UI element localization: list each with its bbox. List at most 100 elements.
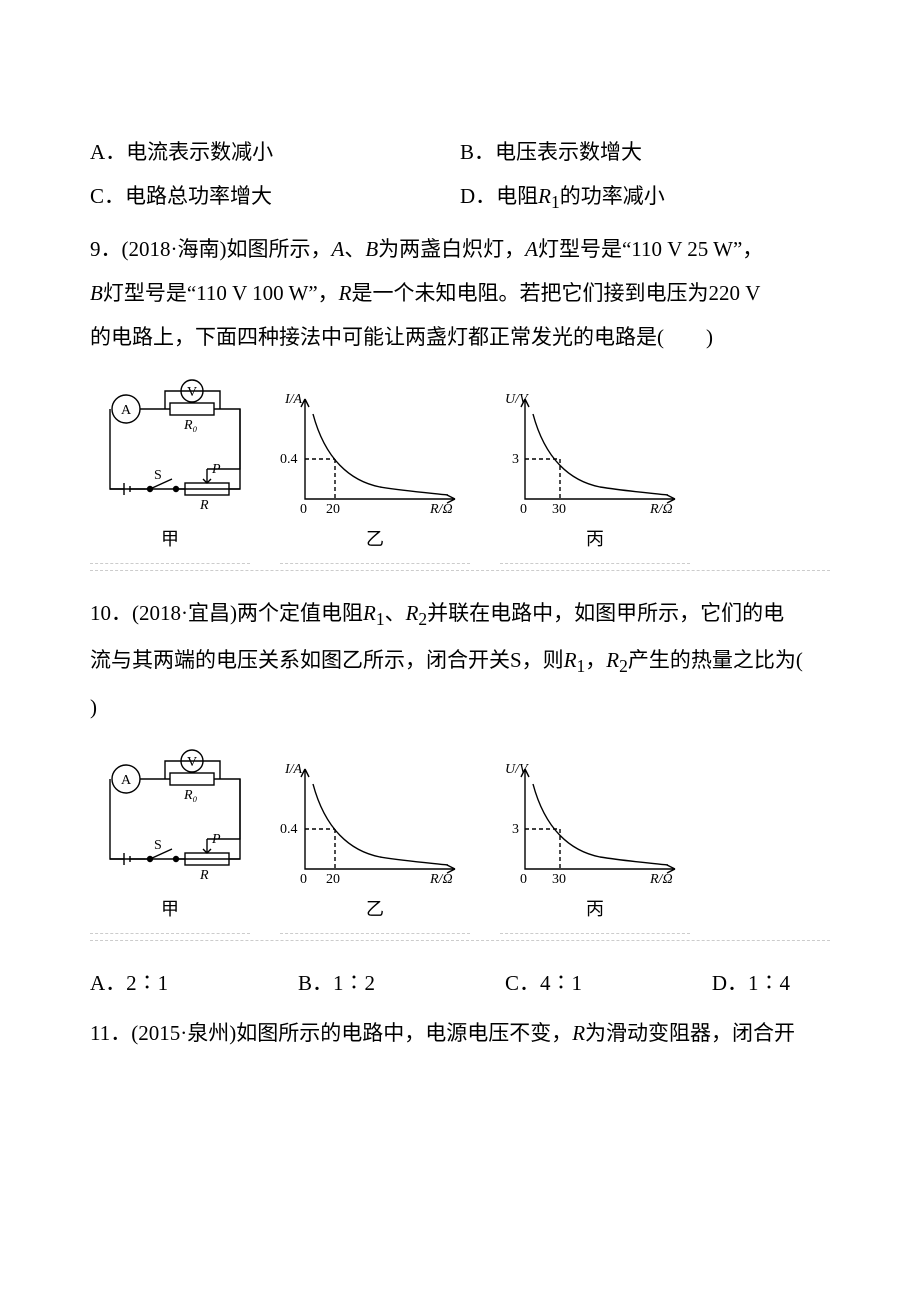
label-v2: V <box>187 755 197 770</box>
q8-d-post: 的功率减小 <box>560 184 665 208</box>
chart-u-ytick: 3 <box>512 452 519 467</box>
label-rr2: R <box>199 868 209 883</box>
chart-i-xlabel: R/Ω <box>429 502 453 517</box>
chart-u-xtick-2: 30 <box>552 872 566 887</box>
q10-option-b: B．1∶2 <box>298 961 375 1005</box>
chart-u-caption-1: 丙 <box>586 521 604 559</box>
label-r02: R₀ <box>183 788 198 803</box>
chart-u-ytick-2: 3 <box>512 822 519 837</box>
q9-sep1: 、 <box>344 237 365 261</box>
q10-l2b: 产生的热量之比为( <box>628 648 803 672</box>
chart-i-icon: I/A 0.4 0 20 R/Ω <box>280 389 470 519</box>
label-r: R <box>199 498 209 513</box>
q9-t1post: 为两盏白炽灯， <box>378 237 525 261</box>
chart-u-origin: 0 <box>520 502 527 517</box>
q10-r2b: R <box>606 648 619 672</box>
chart-u-xlabel-2: R/Ω <box>649 872 673 887</box>
q11-post: 为滑动变阻器，闭合开 <box>585 1021 795 1045</box>
q10-source: (2018·宜昌)两个定值电阻 <box>132 601 363 625</box>
chart-u-caption-2: 丙 <box>586 891 604 929</box>
q8-options-row1: A．电流表示数减小 B．电压表示数增大 <box>90 130 830 174</box>
label-p: P <box>211 462 221 477</box>
label-a2: A <box>121 773 132 788</box>
q10-line2: 流与其两端的电压关系如图乙所示，闭合开关S，则R1，R2产生的热量之比为( <box>90 638 830 685</box>
q9-number: 9． <box>90 237 122 261</box>
q9-var-b2: B <box>90 281 103 305</box>
q8-option-a: A．电流表示数减小 <box>90 130 420 174</box>
q11-stem: 11．(2015·泉州)如图所示的电路中，电源电压不变，R为滑动变阻器，闭合开 <box>90 1011 830 1055</box>
chart-u-ylabel-2: U/V <box>505 762 529 777</box>
chart-i-origin: 0 <box>300 502 307 517</box>
q8-option-b: B．电压表示数增大 <box>460 130 642 174</box>
circuit-diagram-icon-2: A V R₀ S P R <box>90 749 250 889</box>
q8-d-var: R <box>538 184 551 208</box>
q8-options-row2: C．电路总功率增大 D．电阻R1的功率减小 <box>90 174 830 221</box>
q9-var-a2: A <box>525 237 538 261</box>
q11-source: (2015·泉州)如图所示的电路中，电源电压不变， <box>131 1021 572 1045</box>
q10-l2a: 流与其两端的电压关系如图乙所示，闭合开关S，则 <box>90 648 564 672</box>
q10-option-c: C．4∶1 <box>505 961 582 1005</box>
chart-i-ytick-2: 0.4 <box>280 822 298 837</box>
circuit-fig-2: A V R₀ S P R 甲 <box>90 749 250 934</box>
q8-d-pre: D．电阻 <box>460 184 538 208</box>
chart-i-2: I/A 0.4 0 20 R/Ω 乙 <box>280 759 470 934</box>
label-s2: S <box>154 838 162 853</box>
circuit-caption-1: 甲 <box>161 521 179 559</box>
chart-i-xtick: 20 <box>326 502 340 517</box>
q9-line3: 的电路上，下面四种接法中可能让两盏灯都正常发光的电路是( ) <box>90 315 830 359</box>
chart-i-ytick: 0.4 <box>280 452 298 467</box>
chart-i-1: I/A 0.4 0 20 R/Ω 乙 <box>280 389 470 564</box>
q11-var-r: R <box>572 1021 585 1045</box>
q10-sub1: 1 <box>376 609 385 629</box>
chart-u-2: U/V 3 0 30 R/Ω 丙 <box>500 759 690 934</box>
label-r0: R₀ <box>183 418 198 433</box>
q9-l2end: 是一个未知电阻。若把它们接到电压为220 V <box>352 281 761 305</box>
label-a: A <box>121 403 132 418</box>
chart-i-xtick-2: 20 <box>326 872 340 887</box>
q9-t2post: 灯型号是“110 V 25 W”， <box>538 237 763 261</box>
q9-stem: 9．(2018·海南)如图所示，A、B为两盏白炽灯，A灯型号是“110 V 25… <box>90 227 830 271</box>
q10-stem: 10．(2018·宜昌)两个定值电阻R1、R2并联在电路中，如图甲所示，它们的电 <box>90 591 830 638</box>
chart-u-xlabel: R/Ω <box>649 502 673 517</box>
circuit-fig-1: A V R₀ S P R 甲 <box>90 379 250 564</box>
q10-option-d: D．1∶4 <box>712 961 790 1005</box>
chart-u-icon: U/V 3 0 30 R/Ω <box>500 389 690 519</box>
q9-source: (2018·海南)如图所示， <box>122 237 332 261</box>
q8-option-c: C．电路总功率增大 <box>90 174 420 221</box>
q10-r2: R <box>406 601 419 625</box>
chart-u-xtick: 30 <box>552 502 566 517</box>
q9-line2: B灯型号是“110 V 100 W”，R是一个未知电阻。若把它们接到电压为220… <box>90 271 830 315</box>
q11-number: 11． <box>90 1021 131 1045</box>
q10-sep: 、 <box>385 601 406 625</box>
chart-i-icon-2: I/A 0.4 0 20 R/Ω <box>280 759 470 889</box>
q10-number: 10． <box>90 601 132 625</box>
chart-i-caption-1: 乙 <box>366 521 384 559</box>
chart-u-origin-2: 0 <box>520 872 527 887</box>
chart-i-origin-2: 0 <box>300 872 307 887</box>
chart-u-1: U/V 3 0 30 R/Ω 丙 <box>500 389 690 564</box>
q10-figure-row: A V R₀ S P R 甲 I/A 0.4 0 <box>90 749 830 941</box>
q9-l2post: 灯型号是“110 V 100 W”， <box>103 281 339 305</box>
chart-u-icon-2: U/V 3 0 30 R/Ω <box>500 759 690 889</box>
chart-i-ylabel: I/A <box>284 392 303 407</box>
q10-option-a: A．2∶1 <box>90 961 168 1005</box>
q10-comma: ， <box>585 648 606 672</box>
label-p2: P <box>211 832 221 847</box>
q10-sub2b: 2 <box>619 656 628 676</box>
q10-line3: ) <box>90 685 830 729</box>
q9-var-a: A <box>331 237 344 261</box>
chart-u-ylabel: U/V <box>505 392 529 407</box>
q8-d-sub: 1 <box>551 192 560 212</box>
chart-i-ylabel-2: I/A <box>284 762 303 777</box>
circuit-diagram-icon: A V R₀ S P R <box>90 379 250 519</box>
q10-sub1b: 1 <box>577 656 586 676</box>
label-v: V <box>187 385 197 400</box>
q10-r1b: R <box>564 648 577 672</box>
q9-var-r: R <box>339 281 352 305</box>
q9-var-b: B <box>365 237 378 261</box>
label-s: S <box>154 468 162 483</box>
q10-sub2: 2 <box>418 609 427 629</box>
q8-option-d: D．电阻R1的功率减小 <box>460 174 665 221</box>
chart-i-xlabel-2: R/Ω <box>429 872 453 887</box>
q10-t1: 并联在电路中，如图甲所示，它们的电 <box>427 601 784 625</box>
